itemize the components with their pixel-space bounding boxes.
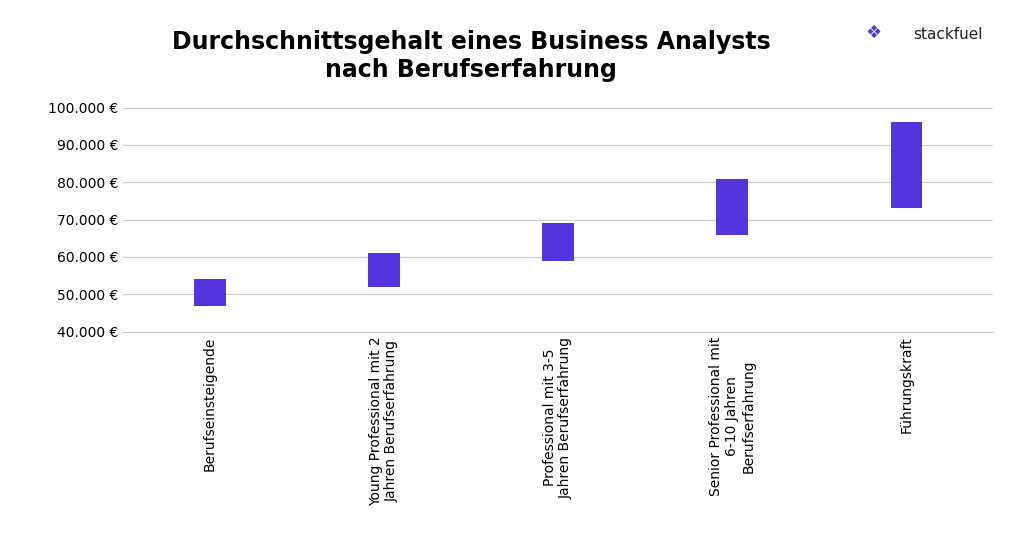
Bar: [195, 279, 225, 305]
Bar: [717, 179, 748, 234]
Title: Durchschnittsgehalt eines Business Analysts
nach Berufserfahrung: Durchschnittsgehalt eines Business Analy…: [172, 30, 770, 82]
Bar: [369, 253, 399, 287]
Bar: [543, 223, 573, 261]
Text: ❖: ❖: [865, 24, 882, 42]
Text: stackfuel: stackfuel: [913, 27, 983, 42]
Bar: [891, 123, 922, 209]
